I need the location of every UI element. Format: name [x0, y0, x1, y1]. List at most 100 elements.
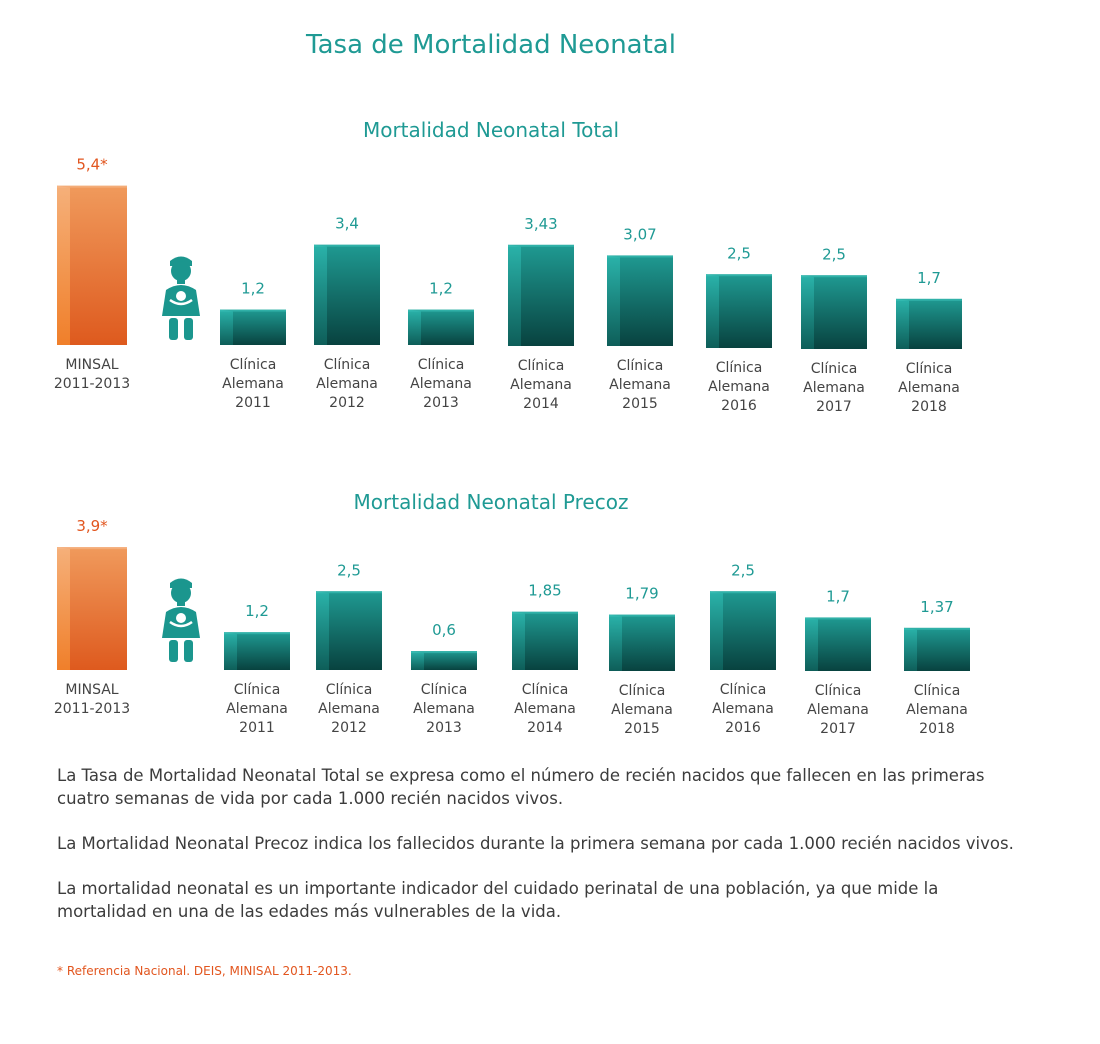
bar-top-edge: [801, 275, 867, 278]
category-label: Alemana: [611, 702, 673, 718]
note-importance: La mortalidad neonatal es un importante …: [57, 879, 939, 921]
bar-group: 1,7 Clínica Alemana 2017: [805, 587, 871, 737]
category-label: Alemana: [318, 701, 380, 717]
category-label: 2011-2013: [54, 701, 130, 717]
category-label: Clínica: [522, 682, 569, 698]
bar-group: 5,4* MINSAL 2011-2013: [54, 156, 130, 392]
bar-top-edge: [904, 627, 970, 630]
bar-chart-precoz: 3,9* MINSAL 2011-2013 1,2 Clínica Alemana 2011…: [54, 517, 970, 737]
bar-value-label: 1,79: [625, 585, 658, 603]
bar-value-label: 2,5: [731, 561, 755, 579]
bar-value-label: 3,07: [623, 225, 656, 243]
category-label: Clínica: [324, 357, 371, 373]
category-label: 2011-2013: [54, 376, 130, 392]
category-label: Clínica: [234, 682, 281, 698]
bar-side: [316, 591, 329, 670]
bar-value-label: 1,7: [917, 269, 941, 287]
clinic-bar: [411, 651, 477, 670]
category-label: Alemana: [898, 380, 960, 396]
category-label: Clínica: [619, 683, 666, 699]
category-label: Alemana: [906, 702, 968, 718]
bar-top-edge: [408, 309, 474, 312]
bar-value-label: 1,37: [920, 598, 953, 616]
bar-top-edge: [411, 651, 477, 654]
notes: La Tasa de Mortalidad Neonatal Total se …: [57, 764, 1017, 945]
bar-group: 3,07 Clínica Alemana 2015: [607, 225, 673, 412]
category-label: 2014: [523, 396, 559, 412]
bar-value-label: 1,2: [429, 280, 453, 298]
bar-group: 3,43 Clínica Alemana 2014: [508, 215, 574, 412]
bar-group: 1,2 Clínica Alemana 2013: [408, 280, 474, 411]
bar-group: 3,4 Clínica Alemana 2012: [314, 215, 380, 411]
bar-side: [314, 244, 327, 345]
bar-top-edge: [710, 591, 776, 594]
bar-group: 0,6 Clínica Alemana 2013: [411, 621, 477, 736]
bar-top-edge: [220, 309, 286, 312]
bar-value-label: 3,43: [524, 215, 557, 233]
category-label: 2014: [527, 720, 563, 736]
bar-chart-total: 5,4* MINSAL 2011-2013 1,2 Clínica Alemana 2011…: [54, 156, 962, 415]
bar-group: 1,2 Clínica Alemana 2011: [224, 602, 290, 736]
category-label: Alemana: [226, 701, 288, 717]
category-label: 2015: [622, 396, 658, 412]
bar-top-edge: [57, 547, 127, 550]
bar-side: [609, 614, 622, 671]
category-label: Clínica: [418, 357, 465, 373]
bar-value-label: 5,4*: [76, 156, 108, 174]
bar-side: [706, 274, 719, 348]
footnote: * Referencia Nacional. DEIS, MINISAL 201…: [57, 964, 352, 978]
bar-value-label: 1,2: [241, 280, 265, 298]
bar-top-edge: [706, 274, 772, 277]
category-label: 2017: [816, 399, 852, 415]
bar-value-label: 1,7: [826, 587, 850, 605]
category-label: Clínica: [518, 358, 565, 374]
category-label: Alemana: [609, 377, 671, 393]
category-label: Clínica: [914, 683, 961, 699]
category-label: 2012: [329, 395, 365, 411]
category-label: 2015: [624, 721, 660, 737]
bar-side: [224, 632, 237, 670]
category-label: 2011: [235, 395, 271, 411]
bar-group: 1,79 Clínica Alemana 2015: [609, 585, 675, 737]
bar-value-label: 3,4: [335, 215, 359, 233]
bar-value-label: 3,9*: [76, 517, 108, 535]
page-title: Tasa de Mortalidad Neonatal: [306, 30, 676, 60]
bar-side: [57, 547, 70, 670]
category-label: MINSAL: [65, 357, 118, 373]
bar-group: 2,5 Clínica Alemana 2017: [801, 245, 867, 415]
bar-group: 1,85 Clínica Alemana 2014: [512, 582, 578, 736]
category-label: Alemana: [807, 702, 869, 718]
note-precoz: La Mortalidad Neonatal Precoz indica los…: [57, 834, 1014, 853]
category-label: Clínica: [421, 682, 468, 698]
bar-value-label: 1,2: [245, 602, 269, 620]
bar-side: [220, 309, 233, 345]
bar-side: [512, 611, 525, 670]
bar-top-edge: [224, 632, 290, 635]
category-label: Alemana: [222, 376, 284, 392]
bar-side: [411, 651, 424, 670]
category-label: Alemana: [712, 701, 774, 717]
bar-side: [904, 627, 917, 671]
bar-top-edge: [805, 617, 871, 620]
category-label: Clínica: [230, 357, 277, 373]
bar-top-edge: [896, 298, 962, 301]
category-label: Clínica: [617, 358, 664, 374]
bar-group: 1,7 Clínica Alemana 2018: [896, 269, 962, 415]
bar-top-edge: [314, 244, 380, 247]
category-label: 2018: [911, 399, 947, 415]
bar-side: [805, 617, 818, 671]
category-label: Clínica: [716, 360, 763, 376]
bar-side: [896, 298, 909, 349]
category-label: Alemana: [410, 376, 472, 392]
bar-value-label: 2,5: [727, 244, 751, 262]
bar-top-edge: [316, 591, 382, 594]
bar-value-label: 0,6: [432, 621, 456, 639]
bar-value-label: 1,85: [528, 582, 561, 600]
category-label: 2011: [239, 720, 275, 736]
bar-group: 2,5 Clínica Alemana 2016: [710, 561, 776, 736]
category-label: 2018: [919, 721, 955, 737]
category-label: Alemana: [708, 379, 770, 395]
bar-group: 2,5 Clínica Alemana 2012: [316, 561, 382, 736]
bar-side: [710, 591, 723, 670]
bar-group: 3,9* MINSAL 2011-2013: [54, 517, 130, 717]
